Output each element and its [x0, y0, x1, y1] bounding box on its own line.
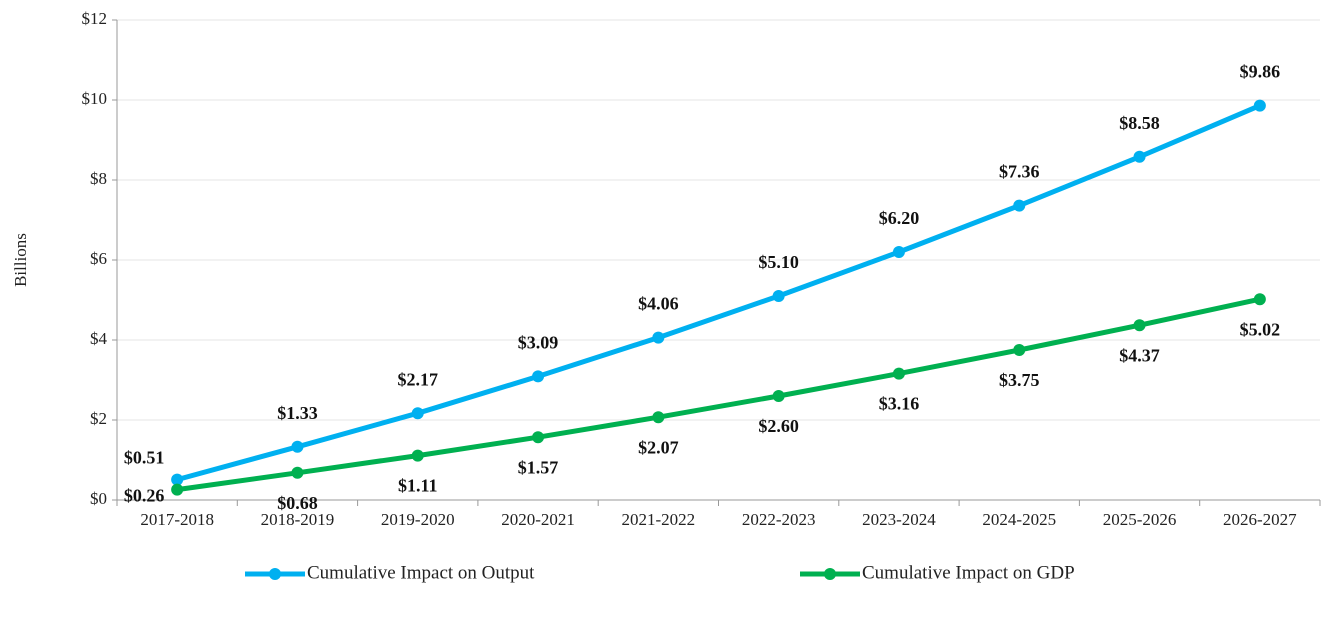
data-label: $2.60	[758, 416, 799, 436]
data-label: $3.09	[518, 333, 559, 353]
data-label: $8.58	[1119, 113, 1160, 133]
data-point	[171, 483, 184, 496]
data-label: $3.75	[999, 370, 1040, 390]
data-point	[532, 370, 545, 383]
legend-marker	[824, 568, 836, 580]
x-tick-label: 2023-2024	[862, 510, 936, 529]
data-label: $1.57	[518, 457, 559, 477]
data-point	[291, 440, 304, 453]
data-label: $5.02	[1240, 319, 1281, 339]
legend-label: Cumulative Impact on Output	[307, 562, 535, 583]
data-point	[532, 431, 545, 444]
data-label: $1.11	[398, 476, 438, 496]
y-tick-label: $10	[82, 89, 108, 108]
data-point	[171, 473, 184, 486]
data-label: $0.68	[277, 493, 318, 513]
data-label: $9.86	[1240, 62, 1281, 82]
legend-label: Cumulative Impact on GDP	[862, 562, 1075, 583]
data-label: $2.07	[638, 437, 679, 457]
data-point	[411, 449, 424, 462]
data-point	[892, 367, 905, 380]
x-tick-label: 2019-2020	[381, 510, 455, 529]
x-tick-label: 2024-2025	[982, 510, 1056, 529]
x-tick-label: 2021-2022	[622, 510, 696, 529]
x-tick-label: 2022-2023	[742, 510, 816, 529]
data-point	[652, 331, 665, 344]
data-point	[1013, 199, 1026, 212]
data-point	[652, 411, 665, 424]
data-point	[772, 290, 785, 302]
data-label: $7.36	[999, 162, 1040, 182]
x-tick-label: 2026-2027	[1223, 510, 1297, 529]
y-tick-label: $12	[82, 9, 108, 28]
data-point	[772, 390, 785, 402]
data-point	[1253, 99, 1266, 112]
y-tick-label: $8	[90, 169, 107, 188]
data-point	[291, 466, 304, 479]
data-label: $5.10	[758, 252, 799, 272]
x-tick-label: 2018-2019	[261, 510, 335, 529]
data-label: $0.51	[124, 448, 165, 468]
data-label: $3.16	[879, 394, 920, 414]
y-tick-label: $2	[90, 409, 107, 428]
x-tick-label: 2025-2026	[1103, 510, 1177, 529]
y-axis-label: Billions	[11, 233, 30, 287]
data-label: $6.20	[879, 208, 920, 228]
x-tick-label: 2020-2021	[501, 510, 575, 529]
data-label: $4.37	[1119, 345, 1160, 365]
data-label: $1.33	[277, 403, 318, 423]
data-point	[892, 246, 905, 258]
data-label: $4.06	[638, 294, 679, 314]
x-tick-label: 2017-2018	[140, 510, 214, 529]
y-tick-label: $4	[90, 329, 108, 348]
data-point	[1133, 319, 1146, 332]
data-point	[1253, 293, 1266, 306]
legend-marker	[269, 568, 281, 580]
data-point	[411, 407, 424, 420]
data-point	[1013, 344, 1026, 356]
data-point	[1133, 150, 1146, 163]
data-label: $2.17	[398, 369, 439, 389]
series-line	[176, 103, 1261, 483]
series-line	[176, 296, 1261, 493]
y-tick-label: $6	[90, 249, 107, 268]
y-tick-label: $0	[90, 489, 107, 508]
data-label: $0.26	[124, 486, 165, 506]
